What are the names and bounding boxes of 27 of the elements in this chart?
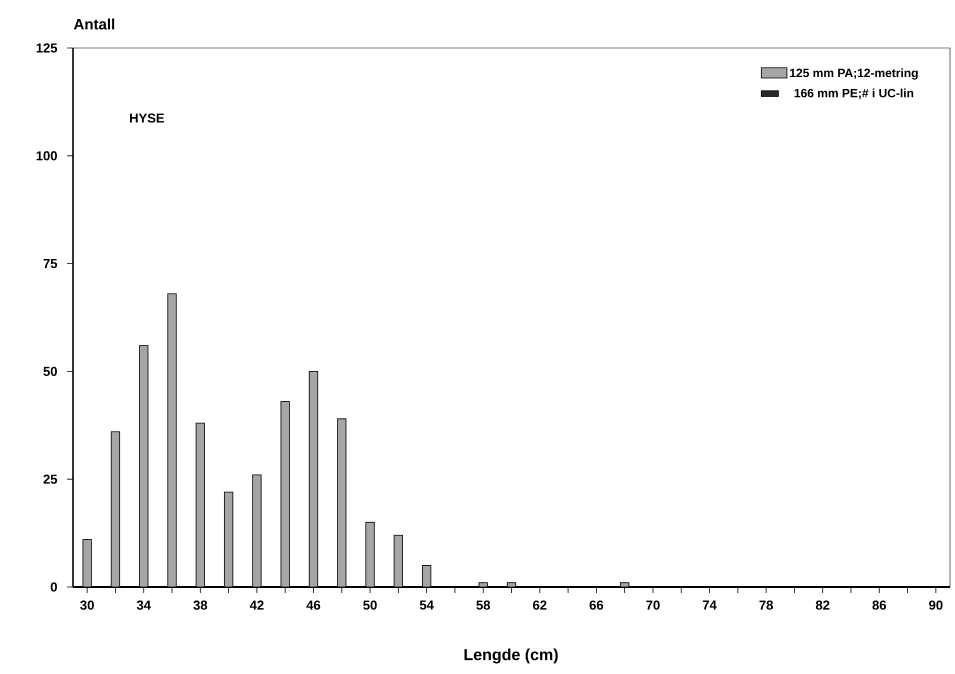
- y-tick-label: 125: [36, 43, 58, 53]
- y-tick-label: 50: [43, 366, 57, 376]
- x-tick-label: 62: [533, 600, 547, 610]
- x-tick-label: 54: [420, 600, 434, 610]
- x-tick-label: 58: [476, 600, 490, 610]
- x-tick-label: 82: [816, 600, 830, 610]
- y-tick-label: 0: [50, 582, 57, 592]
- x-tick-label: 38: [193, 600, 208, 610]
- x-axis-title: Lengde (cm): [464, 648, 558, 664]
- x-tick-label: 90: [929, 600, 943, 610]
- y-tick-label: 75: [44, 259, 58, 268]
- x-tick-label: 78: [759, 600, 773, 610]
- x-tick-label: 86: [872, 600, 886, 610]
- x-tick-label: 66: [590, 600, 604, 610]
- x-tick-label: 50: [363, 600, 377, 610]
- annotation: HYSE: [130, 113, 164, 123]
- x-tick-label: 70: [646, 600, 660, 610]
- x-tick-label: 42: [250, 600, 264, 610]
- x-tick-label: 34: [136, 600, 151, 610]
- x-tick-label: 30: [80, 600, 94, 610]
- x-tick-label: 46: [306, 600, 320, 610]
- legend-label: 125 mm PA;12-metring: [790, 68, 918, 80]
- y-axis-title: Antall: [74, 18, 114, 30]
- legend-label: 166 mm PE;# i UC-lin: [794, 88, 914, 100]
- y-tick-label: 25: [43, 474, 58, 484]
- y-tick-label: 100: [36, 151, 57, 160]
- x-tick-label: 74: [702, 600, 717, 610]
